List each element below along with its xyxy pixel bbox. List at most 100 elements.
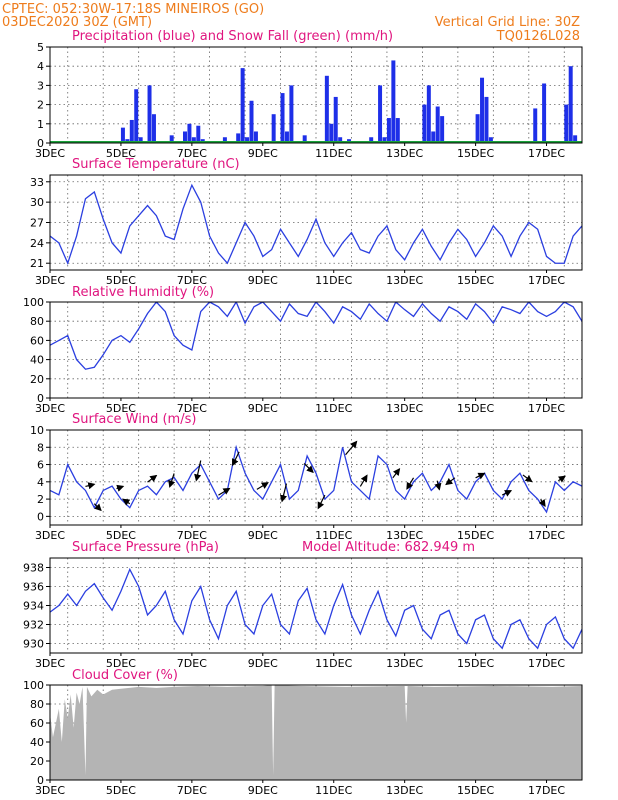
precip-bar	[484, 96, 489, 143]
precip-bar	[169, 135, 174, 143]
cloud-ytick-label: 0	[37, 774, 44, 787]
humidity-ytick-label: 40	[30, 354, 44, 367]
cloud-xtick-label: 9DEC	[248, 784, 278, 797]
cloud-xtick-label: 7DEC	[177, 784, 207, 797]
wind-arrow	[345, 440, 358, 456]
wind-ytick-label: 0	[37, 510, 44, 523]
panels: 0 1 2 3 4 5 3DEC 5DEC 7DEC 9DEC 11DEC 13DEC 15DEC 17D…	[23, 41, 583, 797]
wind-arrow	[406, 477, 415, 490]
precip-bar	[222, 137, 227, 143]
wind-arrow	[232, 451, 240, 467]
humidity-xtick-label: 15DEC	[457, 402, 494, 415]
precip-frame	[49, 46, 583, 144]
precip-bar	[488, 137, 493, 143]
precip-ytick-label: 1	[37, 118, 44, 131]
precip-bar	[236, 133, 241, 143]
precip-xtick-label: 5DEC	[106, 147, 136, 160]
humidity-xtick-label: 13DEC	[386, 402, 423, 415]
humidity-data	[50, 302, 582, 370]
precip-bar	[391, 60, 396, 143]
header-date: 03DEC2020 30Z (GMT)	[2, 15, 152, 30]
cloud-title: Cloud Cover (%)	[72, 668, 178, 683]
precip-bar	[386, 118, 391, 143]
wind-ytick-label: 2	[37, 493, 44, 506]
precip-bar	[573, 135, 578, 143]
wind-frame	[49, 429, 583, 526]
pressure-xtick-label: 17DEC	[528, 657, 565, 670]
wind-arrow	[501, 490, 513, 497]
wind-xtick-label: 3DEC	[35, 529, 65, 542]
humidity-xtick-label: 7DEC	[177, 402, 207, 415]
wind-arrow	[122, 498, 131, 506]
temperature-ytick-label: 27	[30, 217, 44, 230]
cloud-cover-area	[50, 685, 582, 780]
precip-bar	[378, 85, 383, 143]
wind-arrow	[280, 483, 288, 503]
precip-xtick-label: 13DEC	[386, 147, 423, 160]
precip-bar	[475, 114, 480, 143]
precip-bar	[245, 137, 250, 143]
pressure-xtick-label: 11DEC	[315, 657, 352, 670]
precip-bar	[187, 123, 192, 143]
precip-bar	[480, 77, 485, 143]
humidity-xtick-label: 17DEC	[528, 402, 565, 415]
humidity-ytick-label: 20	[30, 373, 44, 386]
wind-data	[50, 444, 582, 514]
wind-arrow	[434, 480, 442, 491]
precip-bar	[240, 68, 245, 143]
precip-ytick-label: 3	[37, 79, 44, 92]
precip-bar	[533, 108, 538, 143]
cloud-frame	[49, 684, 583, 781]
pressure-ytick-label: 932	[23, 619, 44, 632]
wind-xtick-label: 17DEC	[528, 529, 565, 542]
pressure-title: Surface Pressure (hPa)	[72, 540, 219, 555]
pressure-data	[50, 567, 582, 650]
cloud-xtick-label: 15DEC	[457, 784, 494, 797]
pressure-ytick-label: 930	[23, 638, 44, 651]
precip-bar	[129, 119, 134, 143]
precip-xtick-label: 3DEC	[35, 147, 65, 160]
precip-bar	[324, 75, 329, 143]
cloud-xtick-label: 17DEC	[528, 784, 565, 797]
cloud-ytick-label: 20	[30, 755, 44, 768]
wind-arrow	[85, 482, 96, 490]
precip-ytick-label: 2	[37, 99, 44, 112]
wind-arrow	[359, 474, 368, 487]
temperature-line	[50, 183, 582, 266]
precip-xtick-label: 7DEC	[177, 147, 207, 160]
wind-ytick-label: 4	[37, 476, 44, 489]
wind-ytick-label: 10	[30, 424, 44, 437]
wind-xtick-label: 7DEC	[177, 529, 207, 542]
precip-bar	[422, 104, 427, 143]
precip-bar	[382, 137, 387, 143]
humidity-xtick-label: 11DEC	[315, 402, 352, 415]
precip-bar	[333, 96, 338, 143]
precip-bar	[431, 131, 436, 143]
wind-ytick-label: 6	[37, 459, 44, 472]
temperature-xtick-label: 9DEC	[248, 274, 278, 287]
precip-bar	[284, 131, 289, 143]
precip-bar	[280, 93, 285, 143]
precip-xtick-label: 9DEC	[248, 147, 278, 160]
precip-bar	[395, 118, 400, 143]
temperature-ytick-label: 30	[30, 196, 44, 209]
humidity-frame	[49, 301, 583, 399]
temperature-xtick-label: 13DEC	[386, 274, 423, 287]
precip-bar	[542, 83, 547, 143]
pressure-ytick-label: 938	[23, 562, 44, 575]
temperature-xtick-label: 7DEC	[177, 274, 207, 287]
pressure-xtick-label: 13DEC	[386, 657, 423, 670]
cloud-data	[50, 685, 582, 780]
precip-data	[50, 60, 582, 143]
wind-arrow	[218, 487, 231, 496]
temperature-title: Surface Temperature (nC)	[72, 157, 240, 172]
precip-xtick-label: 15DEC	[457, 147, 494, 160]
precip-ytick-label: 0	[37, 137, 44, 150]
wind-arrow	[392, 468, 401, 479]
precip-bar	[147, 85, 152, 143]
pressure-xtick-label: 3DEC	[35, 657, 65, 670]
header-location: CPTEC: 052:30W-17:18S MINEIROS (GO)	[2, 2, 264, 17]
wind-arrow	[475, 472, 486, 480]
precip-bar	[191, 137, 196, 143]
